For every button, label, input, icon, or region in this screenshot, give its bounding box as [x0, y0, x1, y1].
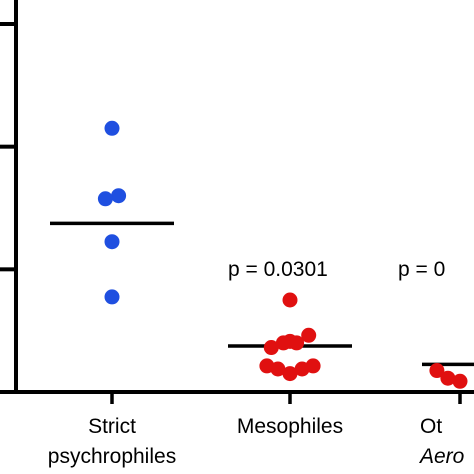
data-point: [270, 361, 286, 377]
axes: [0, 0, 474, 404]
data-point: [97, 191, 113, 207]
data-point: [111, 188, 127, 204]
category-label: Strict: [88, 415, 136, 438]
data-point: [263, 340, 279, 356]
category-label: psychrophiles: [48, 445, 176, 468]
data-point: [301, 327, 317, 343]
data-point: [104, 120, 120, 136]
p-value-annotations: p = 0.0301 p = 0: [228, 258, 445, 281]
p-value-label: p = 0: [398, 258, 445, 281]
data-points: [97, 120, 468, 389]
data-point: [282, 292, 298, 308]
category-label: Ot: [420, 415, 442, 438]
p-value-label: p = 0.0301: [228, 258, 328, 281]
category-labels: Strict psychrophiles Mesophiles Ot Aero: [48, 415, 465, 468]
data-point: [275, 335, 291, 351]
data-point: [104, 289, 120, 305]
data-point: [452, 373, 468, 389]
data-point: [282, 366, 298, 382]
data-point: [429, 363, 445, 379]
category-label: Mesophiles: [237, 415, 343, 438]
data-point: [104, 234, 120, 250]
data-point: [440, 370, 456, 386]
data-point: [289, 335, 305, 351]
category-label: Aero: [418, 445, 465, 468]
data-point: [305, 358, 321, 374]
